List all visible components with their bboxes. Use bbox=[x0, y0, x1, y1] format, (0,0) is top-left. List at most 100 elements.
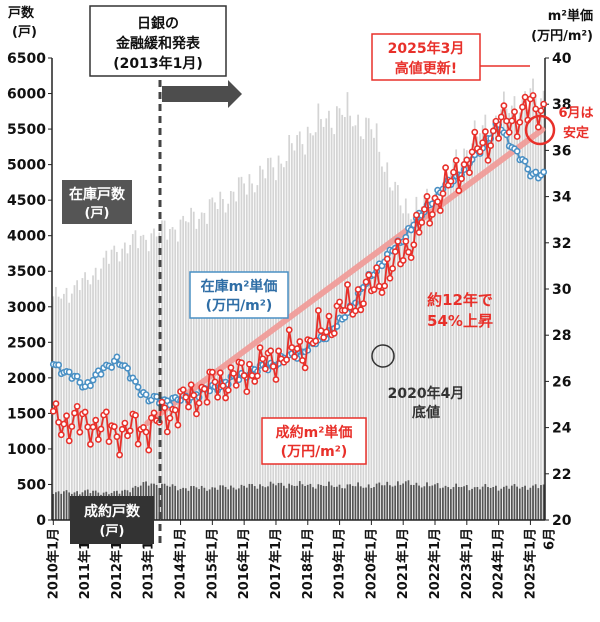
contract-bar bbox=[526, 489, 529, 520]
inventory-bar bbox=[219, 191, 222, 520]
inventory-bar bbox=[298, 131, 301, 520]
inventory-bar bbox=[357, 114, 359, 521]
contract-bar bbox=[275, 485, 277, 520]
inventory-price-point bbox=[89, 376, 97, 384]
left-tick-label: 2000 bbox=[7, 371, 46, 387]
contract-bar bbox=[219, 485, 222, 520]
contract-price-point bbox=[410, 241, 418, 249]
policy-box bbox=[89, 5, 227, 77]
contract-price-point bbox=[171, 406, 179, 414]
contract-price-point bbox=[203, 398, 211, 406]
inventory-price-point bbox=[55, 361, 63, 369]
contract-bar bbox=[399, 484, 402, 520]
contract-price-point bbox=[113, 433, 121, 441]
contract-price-point bbox=[375, 282, 383, 290]
contract-bar bbox=[211, 487, 214, 520]
inventory-bar bbox=[155, 236, 158, 520]
inventory-bar bbox=[211, 197, 214, 520]
contract-price-point bbox=[314, 307, 322, 314]
contract-price-point bbox=[365, 271, 373, 279]
contract-bar bbox=[521, 486, 524, 520]
x-tick-label: 2019年1月 bbox=[332, 528, 348, 599]
contract-price-point bbox=[519, 103, 526, 111]
contract-bar bbox=[479, 489, 481, 520]
inventory-bar bbox=[455, 149, 458, 521]
inventory-bar bbox=[476, 136, 479, 520]
contract-price-point bbox=[354, 286, 362, 293]
x-tick-label: 2015年1月 bbox=[204, 528, 220, 599]
contract-bar bbox=[60, 493, 63, 520]
contract-price-point bbox=[214, 393, 222, 401]
inventory-price-point bbox=[87, 382, 94, 390]
contract-price-point bbox=[224, 386, 232, 394]
contract-count-label-box bbox=[70, 496, 154, 544]
contract-price-point bbox=[516, 118, 524, 126]
contract-bar bbox=[288, 483, 291, 520]
lines-layer bbox=[49, 92, 548, 459]
contract-price-point bbox=[163, 428, 171, 436]
inventory-bar bbox=[516, 125, 518, 520]
inventory-bar bbox=[407, 213, 410, 520]
inventory-bar bbox=[367, 118, 370, 520]
contract-price-point bbox=[513, 133, 521, 140]
inventory-bar bbox=[389, 187, 391, 521]
inventory-bar bbox=[473, 120, 476, 520]
contract-bar bbox=[296, 485, 298, 520]
inventory-bar bbox=[359, 136, 362, 521]
contract-bar bbox=[489, 487, 492, 520]
contract-bar bbox=[396, 481, 399, 520]
contract-bar bbox=[420, 487, 423, 520]
contract-bar bbox=[169, 486, 171, 520]
contract-bar bbox=[418, 485, 420, 520]
contract-price-point bbox=[466, 169, 473, 177]
contract-price-point bbox=[452, 156, 460, 164]
contract-price-point bbox=[285, 326, 293, 334]
contract-bar bbox=[338, 484, 341, 520]
contract-price-point bbox=[161, 404, 169, 412]
contract-bar bbox=[492, 487, 495, 520]
inventory-price-point bbox=[73, 372, 81, 380]
inventory-bar bbox=[182, 215, 185, 521]
inventory-bar bbox=[479, 133, 481, 520]
right-tick-label: 26 bbox=[552, 374, 571, 390]
contract-bar bbox=[468, 490, 471, 520]
contract-price-point bbox=[179, 386, 187, 394]
left-axis-title-2: (戸) bbox=[12, 25, 37, 40]
inventory-bar bbox=[256, 185, 259, 520]
contract-price-point bbox=[296, 338, 304, 345]
contract-bar bbox=[182, 487, 185, 520]
inventory-bar bbox=[57, 296, 60, 520]
contract-bar bbox=[214, 487, 216, 520]
inventory-bar bbox=[116, 251, 118, 520]
inventory-price-point bbox=[113, 353, 121, 361]
contract-bar bbox=[68, 492, 71, 520]
contract-bar bbox=[216, 489, 219, 520]
contract-bar bbox=[532, 485, 534, 520]
inventory-bar bbox=[304, 154, 306, 520]
contract-bar bbox=[312, 487, 314, 520]
inventory-bar bbox=[404, 198, 407, 520]
contract-price-point bbox=[301, 364, 309, 372]
inventory-bar bbox=[373, 137, 375, 521]
contract-price-point bbox=[118, 425, 126, 433]
inventory-bar bbox=[312, 135, 314, 520]
bottom-label-1: 2020年4月 bbox=[388, 385, 465, 402]
inventory-bar bbox=[277, 155, 280, 520]
contract-bar bbox=[277, 482, 280, 520]
inventory-bar bbox=[60, 298, 63, 520]
contract-price-point bbox=[142, 428, 150, 436]
contract-price-point bbox=[57, 431, 65, 439]
contract-price-point bbox=[346, 303, 354, 311]
contract-price-point bbox=[195, 399, 203, 407]
contract-bar bbox=[248, 483, 251, 520]
contract-price-point bbox=[360, 300, 367, 307]
contract-bar bbox=[471, 488, 473, 520]
left-tick-label: 1500 bbox=[7, 406, 46, 422]
contract-bar bbox=[373, 487, 375, 520]
contract-price-point bbox=[134, 440, 142, 448]
contract-bar bbox=[203, 487, 206, 520]
x-tick-label: 2021年1月 bbox=[395, 528, 411, 599]
x-tick-label: 2016年1月 bbox=[236, 528, 252, 599]
inventory-count-label-1: 在庫戸数 bbox=[69, 186, 126, 203]
inventory-bar bbox=[410, 219, 412, 521]
